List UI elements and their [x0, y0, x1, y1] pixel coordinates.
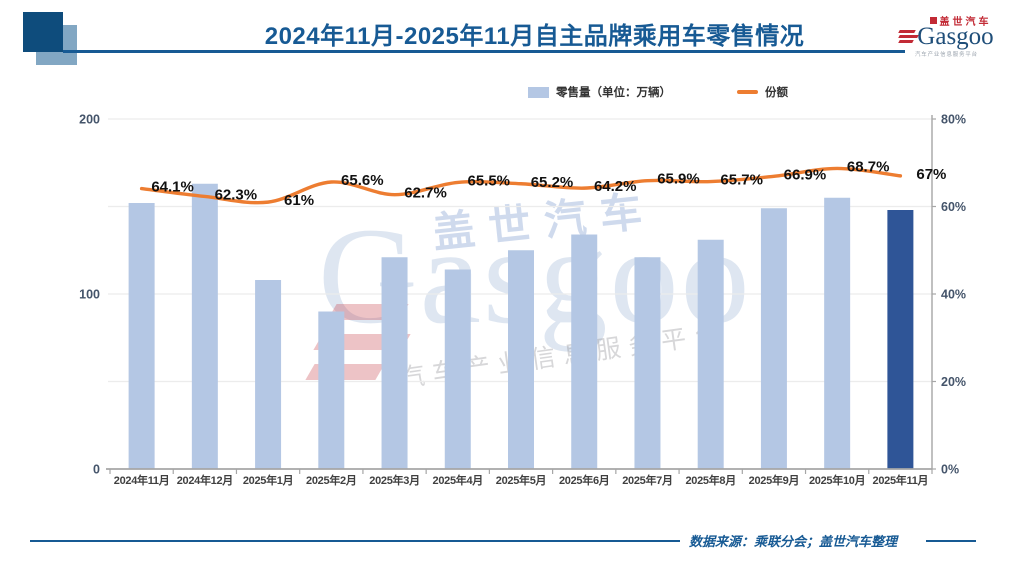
chart-legend: 零售量（单位：万辆） 份额: [528, 84, 788, 100]
x-tick-label: 2025年10月: [809, 473, 865, 487]
logo-chinese-name: 盖世汽车: [912, 13, 1009, 28]
right-axis-label: 80%: [941, 113, 966, 127]
logo-tagline: 汽车产业信息服务平台: [914, 52, 978, 58]
x-tick-label: 2025年3月: [369, 473, 420, 487]
page-title: 2024年11月-2025年11月自主品牌乘用车零售情况: [264, 23, 805, 50]
right-axis-label: 0%: [941, 463, 959, 477]
legend-bar-label: 零售量（单位：万辆）: [556, 87, 671, 99]
bar-2024年12月: [191, 183, 218, 469]
share-data-label: 65.7%: [720, 172, 763, 189]
x-tick-label: 2025年1月: [243, 473, 294, 487]
deco-square-dark: [23, 12, 63, 52]
logo-english-text: Gasgoo: [917, 23, 994, 50]
title-underline: [63, 50, 905, 53]
legend-line-swatch: [737, 90, 758, 94]
x-tick-label: 2024年12月: [177, 473, 233, 487]
share-data-label: 64.2%: [594, 178, 637, 195]
data-source-text: 数据来源：乘联分会；盖世汽车整理: [689, 534, 898, 549]
gasgoo-logo: 盖世汽车 Gasgoo 汽车产业信息服务平台: [884, 13, 1009, 58]
right-axis-label: 20%: [941, 375, 966, 389]
bar-2025年3月: [381, 257, 408, 469]
x-tick-label: 2025年7月: [622, 473, 673, 487]
bar-2025年6月: [571, 234, 598, 469]
x-tick-label: 2024年11月: [114, 473, 170, 487]
share-line: [139, 166, 903, 205]
bar-2025年1月: [255, 280, 282, 469]
logo-chinese-text: 盖世汽车: [939, 17, 992, 28]
bar-2025年10月: [824, 197, 851, 469]
legend-line-label: 份额: [765, 87, 788, 99]
x-tick-label: 2025年5月: [496, 473, 547, 487]
share-data-label: 67%: [916, 166, 946, 183]
bar-2025年4月: [444, 269, 471, 469]
bar-2025年7月: [634, 257, 661, 469]
share-data-label: 65.2%: [531, 174, 574, 191]
bar-2025年2月: [318, 311, 345, 469]
x-tick-label: 2025年11月: [873, 473, 929, 487]
footer-divider-long: [30, 540, 680, 542]
share-data-label: 66.9%: [784, 166, 827, 183]
footer-divider-short: [926, 540, 976, 542]
logo-dot-icon: [929, 17, 937, 24]
share-data-label: 61%: [284, 192, 314, 209]
left-axis-label: 0: [93, 463, 100, 477]
bar-2025年8月: [697, 239, 724, 469]
right-axis-label: 40%: [941, 288, 966, 302]
share-data-label: 65.5%: [467, 172, 510, 189]
share-data-label: 65.9%: [657, 171, 700, 188]
bar-2025年5月: [508, 250, 534, 469]
share-data-label: 68.7%: [847, 158, 890, 175]
x-tick-label: 2025年6月: [559, 473, 610, 487]
left-axis-label: 100: [79, 288, 100, 302]
share-data-label: 62.3%: [215, 186, 258, 203]
share-data-label: 62.7%: [404, 185, 447, 202]
right-axis-label: 60%: [941, 200, 966, 214]
x-tick-label: 2025年2月: [306, 473, 357, 487]
x-tick-label: 2025年8月: [685, 473, 736, 487]
x-tick-label: 2025年4月: [433, 473, 484, 487]
left-axis-label: 200: [79, 113, 100, 127]
bar-2024年11月: [128, 203, 155, 469]
x-tick-label: 2025年9月: [749, 473, 800, 487]
legend-bar-swatch: [528, 86, 549, 98]
bar-2025年11月: [887, 210, 914, 469]
share-data-label: 65.6%: [341, 172, 384, 189]
share-data-label: 64.1%: [151, 179, 194, 196]
logo-english-name: Gasgoo: [884, 23, 1009, 50]
bar-2025年9月: [760, 208, 787, 469]
